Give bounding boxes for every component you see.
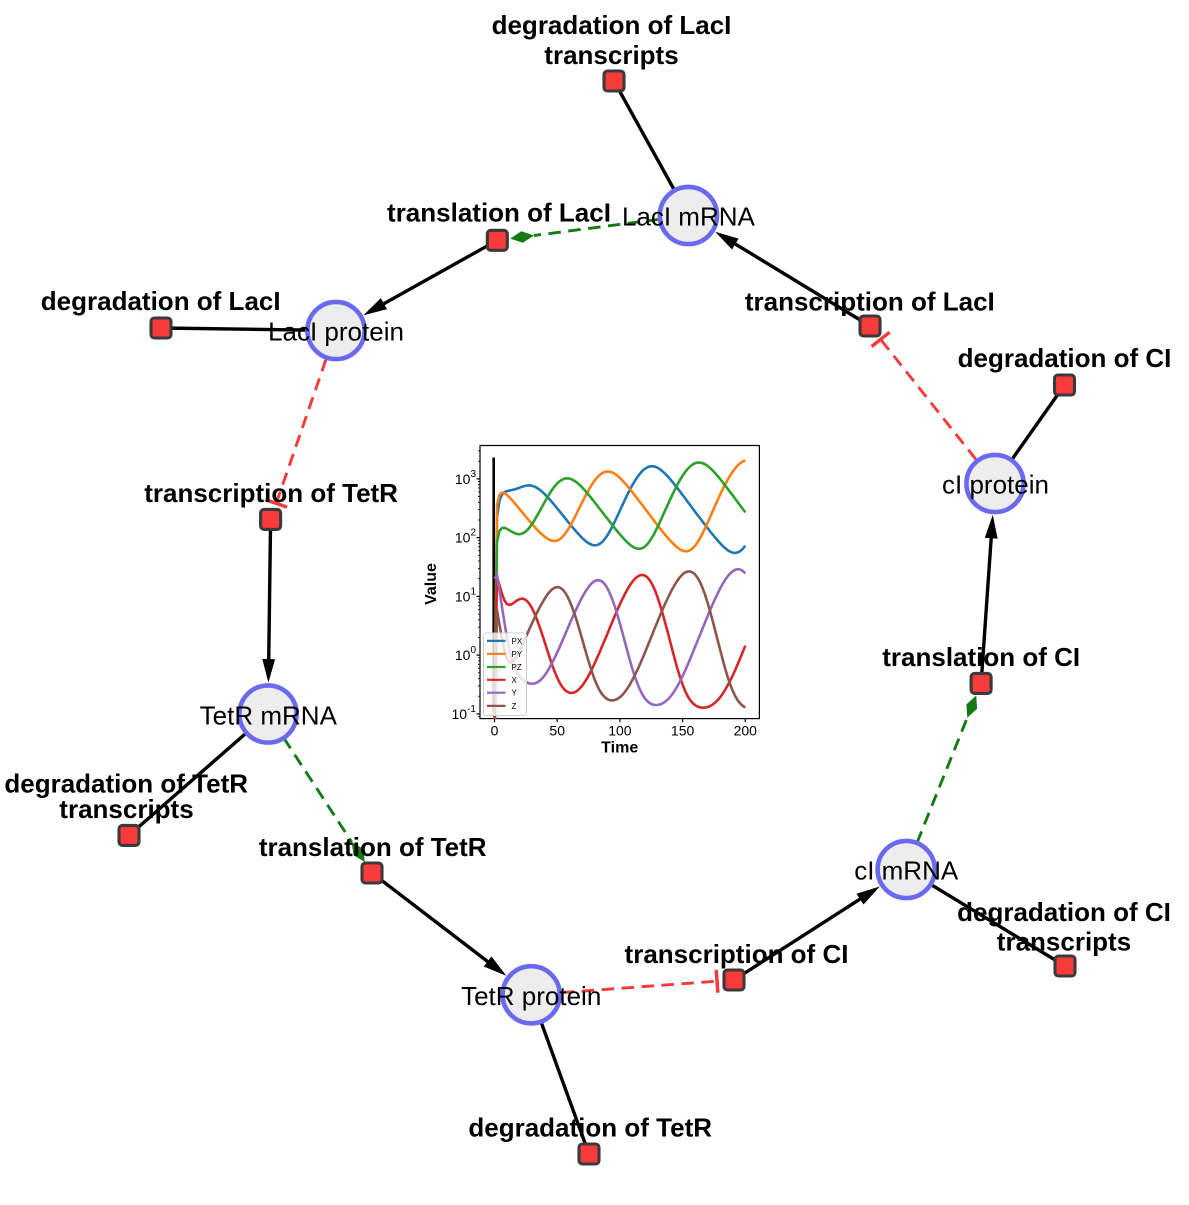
svg-text:transcripts: transcripts [997, 926, 1131, 956]
svg-text:0: 0 [491, 723, 499, 739]
svg-text:PZ: PZ [512, 663, 522, 672]
svg-text:Y: Y [512, 689, 518, 698]
svg-text:100: 100 [608, 723, 632, 739]
svg-text:transcription of LacI: transcription of LacI [745, 287, 995, 317]
svg-text:Value: Value [423, 563, 440, 605]
svg-text:200: 200 [734, 723, 758, 739]
svg-text:LacI mRNA: LacI mRNA [622, 202, 756, 232]
svg-text:Z: Z [512, 702, 517, 711]
svg-text:150: 150 [671, 723, 695, 739]
svg-text:TetR mRNA: TetR mRNA [200, 701, 338, 731]
svg-text:transcription of TetR: transcription of TetR [144, 478, 398, 508]
svg-text:X: X [512, 676, 518, 685]
svg-text:transcripts: transcripts [544, 40, 678, 70]
svg-text:PX: PX [512, 637, 523, 646]
svg-text:PY: PY [512, 650, 523, 659]
svg-text:degradation of TetR: degradation of TetR [468, 1113, 712, 1143]
svg-text:transcription of CI: transcription of CI [625, 939, 849, 969]
svg-text:translation of CI: translation of CI [882, 642, 1080, 672]
svg-text:Time: Time [601, 740, 638, 757]
svg-text:cI mRNA: cI mRNA [854, 856, 959, 886]
svg-text:transcripts: transcripts [59, 794, 193, 824]
svg-text:degradation of CI: degradation of CI [957, 897, 1171, 927]
svg-text:degradation of CI: degradation of CI [958, 343, 1172, 373]
svg-text:TetR protein: TetR protein [461, 981, 601, 1011]
svg-text:translation of LacI: translation of LacI [387, 198, 611, 228]
svg-text:degradation of LacI: degradation of LacI [41, 286, 281, 316]
svg-text:LacI protein: LacI protein [268, 317, 404, 347]
svg-text:degradation of TetR: degradation of TetR [4, 769, 248, 799]
svg-text:50: 50 [549, 723, 565, 739]
svg-text:degradation of LacI: degradation of LacI [492, 10, 732, 40]
svg-text:translation of TetR: translation of TetR [259, 832, 487, 862]
svg-text:cI protein: cI protein [942, 470, 1049, 500]
